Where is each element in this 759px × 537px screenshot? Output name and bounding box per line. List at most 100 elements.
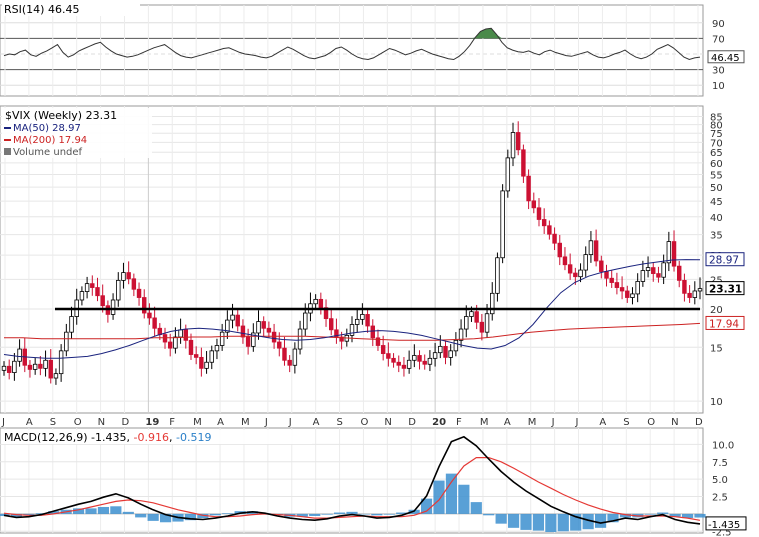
- macd-histogram-bar: [97, 506, 110, 514]
- candle-body: [329, 318, 334, 331]
- candle-body: [287, 359, 292, 366]
- candle-body: [432, 352, 438, 359]
- candle-body: [557, 242, 562, 258]
- macd-histogram-bar: [483, 513, 495, 516]
- candle-body: [599, 260, 604, 272]
- candle-body: [199, 356, 204, 369]
- price-tick-label: 75: [710, 129, 723, 140]
- price-tick-label: 65: [710, 148, 723, 159]
- x-axis-label: S: [50, 417, 56, 428]
- macd-histogram-bar: [197, 513, 209, 519]
- candle-body: [261, 321, 266, 329]
- rsi-series: [3, 27, 701, 61]
- macd-signal-value: -0.916: [134, 431, 169, 444]
- ma200-value-tag: 17.94: [709, 318, 739, 330]
- candle-body: [640, 270, 646, 282]
- candle-body: [6, 365, 12, 373]
- x-axis-label: D: [408, 417, 416, 428]
- macd-histogram-bar: [657, 512, 669, 514]
- macd-name: MACD(12,26,9): [4, 431, 88, 444]
- candle-body: [121, 272, 126, 281]
- x-axis-label: J: [264, 417, 268, 428]
- candle-body: [79, 291, 85, 301]
- rsi-tick-label: 90: [712, 19, 725, 30]
- candle-body: [406, 359, 412, 369]
- macd-histogram-bar: [346, 511, 358, 514]
- candle-body: [630, 293, 635, 298]
- candle-body: [474, 311, 479, 323]
- candle-body: [266, 327, 272, 333]
- price-tick-label: 60: [710, 159, 723, 170]
- candle-body: [303, 312, 308, 330]
- x-axis-label: 20: [432, 417, 446, 428]
- macd-histogram-bar: [694, 513, 706, 518]
- candle-body: [282, 347, 287, 361]
- candle-body: [677, 265, 682, 281]
- macd-histogram-bar: [582, 513, 594, 530]
- candle-body: [313, 298, 318, 305]
- macd-histogram-bar: [383, 513, 395, 515]
- candle-body: [573, 272, 578, 278]
- candle-body: [625, 290, 630, 298]
- ma200-value-tag-box: [705, 315, 745, 330]
- candle-body: [53, 373, 59, 379]
- candle-body: [448, 350, 453, 358]
- candle-body: [661, 262, 666, 278]
- candle-body: [604, 271, 609, 279]
- macd-histogram-bar: [644, 513, 656, 515]
- macd-histogram-bar: [110, 506, 122, 514]
- macd-tick-labels: 10.0 7.5 5.0 2.5 -2.5-1.435: [705, 440, 747, 537]
- candle-body: [245, 336, 251, 347]
- candle-body: [500, 190, 505, 259]
- x-axis-label: M: [480, 417, 489, 428]
- candle-body: [116, 279, 121, 301]
- macd-histogram-bar: [371, 513, 383, 516]
- candle-body: [619, 287, 625, 292]
- candle-body: [136, 288, 142, 298]
- x-axis-label: O: [74, 417, 82, 428]
- candle-body: [490, 292, 495, 315]
- price-legend: $VIX (Weekly) 23.31 MA(50) 28.97 MA(200)…: [2, 108, 152, 158]
- x-axis-label: N: [98, 417, 105, 428]
- price-title: $VIX (Weekly) 23.31: [5, 109, 117, 122]
- candle-body: [656, 273, 661, 278]
- candle-body: [142, 297, 147, 314]
- candle-body: [697, 288, 703, 292]
- candle-body: [1, 365, 7, 371]
- macd-histogram-bar: [85, 508, 97, 514]
- candle-body: [521, 149, 526, 177]
- rsi-value-tag-box: [707, 50, 745, 64]
- candle-body: [69, 316, 74, 333]
- price-tick-label: 45: [710, 197, 723, 208]
- ma200-legend-label: MA(200) 17.94: [13, 135, 87, 146]
- rsi-name: RSI(14): [4, 3, 44, 16]
- candle-body: [578, 269, 583, 278]
- macd-histogram-bar: [122, 511, 134, 514]
- macd-histogram-bar: [433, 480, 445, 514]
- candle-body: [562, 256, 568, 266]
- candle-body: [43, 359, 48, 369]
- candle-body: [157, 327, 163, 335]
- x-axis-label: M: [193, 417, 202, 428]
- macd-histogram-bar: [445, 473, 458, 514]
- macd-histogram-bar: [296, 513, 308, 517]
- price-tick-label: 25: [710, 275, 723, 286]
- candle-body: [427, 357, 433, 365]
- macd-histogram-bar: [222, 513, 234, 514]
- candle-body: [666, 241, 672, 264]
- rsi-tick-label: 10: [712, 81, 725, 92]
- macd-histogram-bar: [594, 513, 607, 528]
- macd-histogram: [0, 473, 706, 532]
- candle-body: [152, 317, 157, 329]
- candle-body: [651, 267, 656, 274]
- rsi-panel: 907050301046.45 RSI(14) 46.45: [0, 2, 745, 97]
- macd-histogram-bar: [209, 513, 221, 516]
- rsi-tick-labels: 907050301046.45: [707, 19, 745, 92]
- macd-histogram-bar: [321, 513, 333, 515]
- candle-body: [32, 363, 38, 370]
- candle-body: [412, 355, 417, 361]
- macd-histogram-bar: [545, 513, 557, 532]
- macd-histogram-bar: [159, 513, 172, 523]
- price-tick-label: 70: [710, 138, 723, 149]
- candle-body: [110, 299, 116, 315]
